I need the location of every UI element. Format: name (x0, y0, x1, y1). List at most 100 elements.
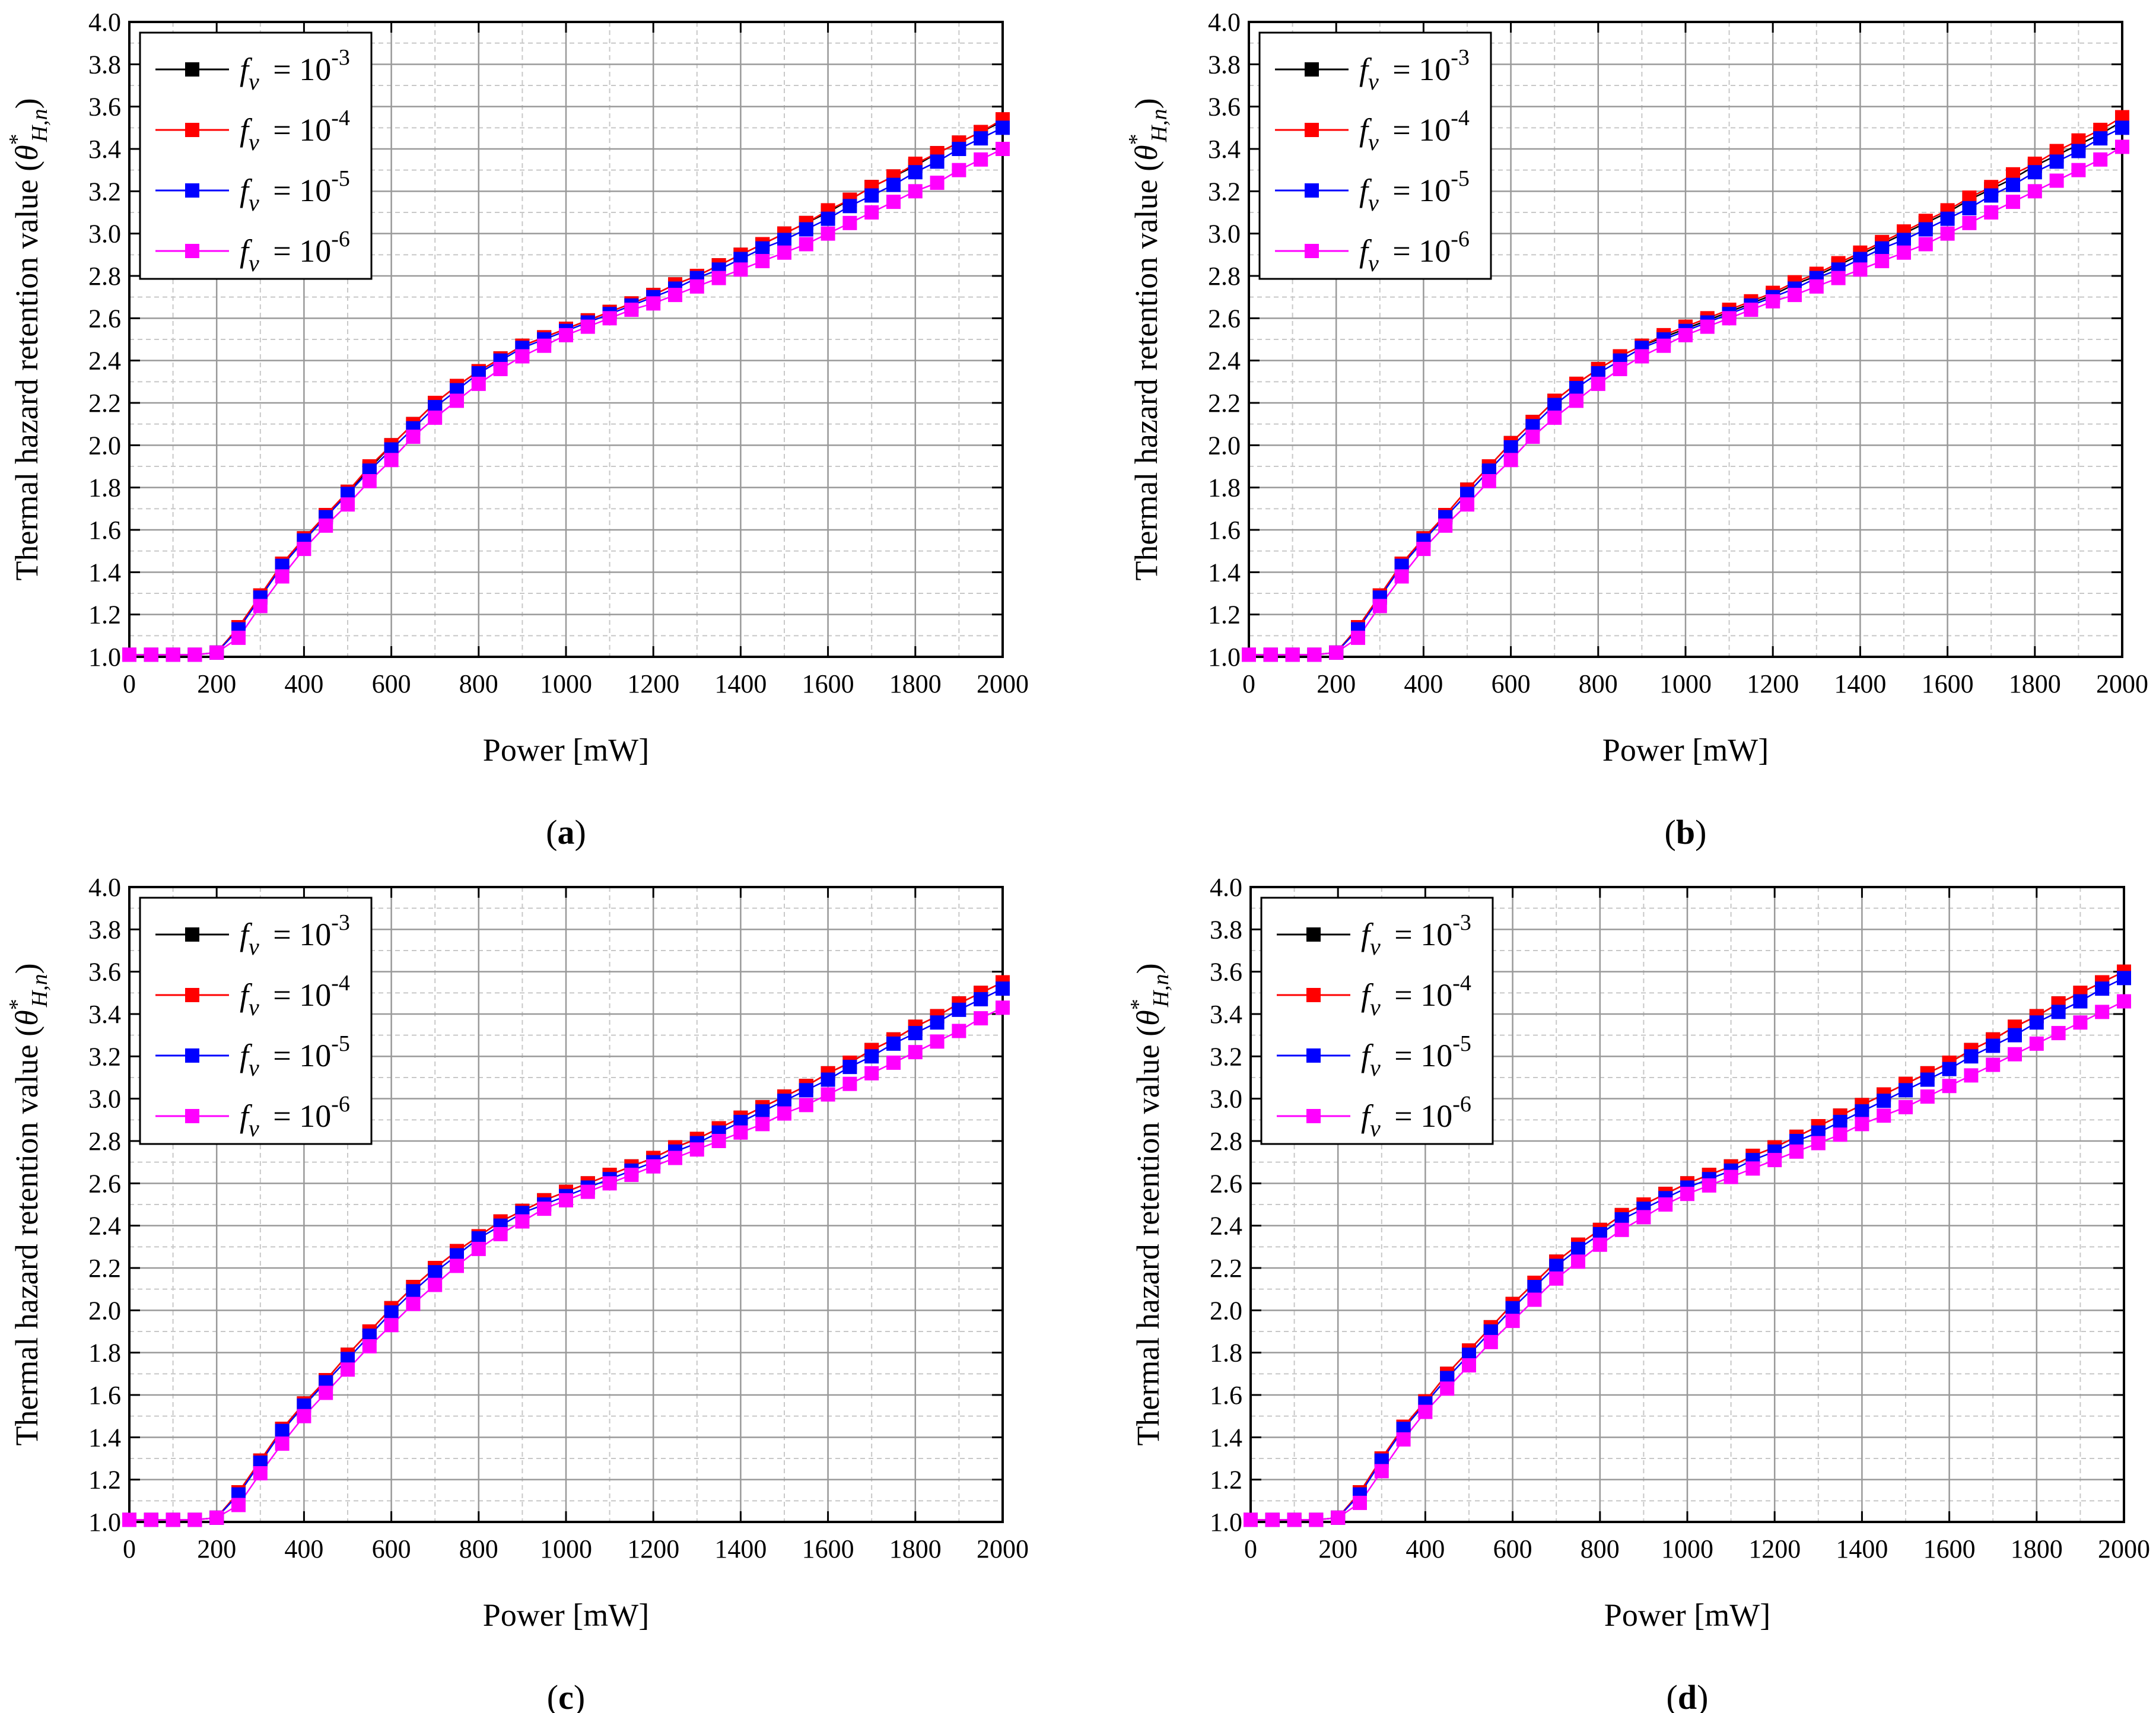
y-tick-label: 2.2 (88, 1254, 121, 1283)
legend-marker (1306, 1109, 1321, 1123)
data-point (668, 288, 682, 303)
data-point (493, 361, 508, 376)
data-point (209, 1510, 224, 1525)
x-tick-label: 200 (1318, 1534, 1357, 1563)
data-point (711, 271, 726, 285)
data-point (821, 226, 835, 241)
data-point (1527, 1280, 1542, 1295)
data-point (1353, 1495, 1367, 1510)
data-point (1942, 1079, 1957, 1094)
data-point (930, 176, 945, 190)
data-point (930, 1034, 945, 1049)
data-point (1483, 1334, 1498, 1349)
data-point (1940, 211, 1955, 226)
data-point (297, 1409, 311, 1423)
data-point (1767, 1153, 1782, 1168)
x-axis-label: Power [mW] (1604, 1597, 1770, 1633)
data-point (406, 1284, 421, 1299)
data-point (1591, 376, 1605, 391)
y-tick-label: 3.2 (88, 1042, 121, 1071)
data-point (2006, 177, 2020, 192)
panel-label: (d) (1667, 1678, 1709, 1713)
data-point (1374, 1464, 1389, 1479)
legend: fv = 10-3fv = 10-4fv = 10-5fv = 10-6 (139, 31, 373, 280)
legend-marker (1306, 927, 1321, 942)
y-tick-label: 2.6 (1210, 1169, 1242, 1198)
x-tick-label: 2000 (977, 1534, 1029, 1563)
data-point (974, 992, 988, 1007)
data-point (624, 1168, 639, 1183)
data-point (1571, 1241, 1585, 1256)
data-point (144, 647, 158, 662)
data-point (1833, 1114, 1847, 1129)
chart-panel-b: 0 200 400 600 800 1000 1200 1400 1600 1800 2000 1.0… (1124, 8, 2148, 851)
data-point (1418, 1404, 1433, 1419)
data-point (559, 328, 573, 342)
data-point (1700, 319, 1715, 334)
y-tick-label: 1.8 (1210, 1339, 1242, 1368)
data-point (886, 195, 901, 209)
legend-box (139, 897, 373, 1145)
data-point (231, 630, 246, 645)
y-tick-label: 3.8 (88, 915, 121, 944)
y-tick-label: 2.4 (88, 347, 121, 376)
y-tick-label: 4.0 (1210, 873, 1242, 902)
data-point (1788, 288, 1802, 303)
data-point (952, 1002, 966, 1017)
y-tick-label: 3.6 (88, 958, 121, 987)
y-tick-label: 3.2 (1208, 177, 1241, 206)
data-point (755, 1117, 770, 1132)
x-tick-label: 1000 (540, 1534, 592, 1563)
legend-marker (1306, 988, 1321, 1002)
x-tick-label: 2000 (977, 669, 1029, 698)
data-point (2093, 152, 2108, 167)
x-tick-label: 0 (1244, 1534, 1257, 1563)
y-tick-label: 2.4 (1208, 347, 1241, 376)
data-point (799, 1083, 813, 1098)
data-point (1942, 1062, 1957, 1076)
data-point (537, 1202, 552, 1216)
data-point (1438, 518, 1453, 533)
y-tick-label: 3.0 (88, 1085, 121, 1114)
data-point (1547, 410, 1562, 425)
panel-label: (a) (546, 813, 586, 851)
data-point (1481, 473, 1496, 488)
data-point (253, 1466, 268, 1480)
x-tick-label: 1600 (802, 1534, 854, 1563)
data-point (908, 184, 923, 199)
data-point (341, 1362, 355, 1377)
data-point (1263, 647, 1278, 662)
data-point (799, 222, 813, 237)
y-tick-label: 1.2 (1208, 600, 1241, 630)
legend-box (1258, 31, 1492, 280)
data-point (122, 647, 136, 662)
data-point (2049, 173, 2064, 188)
x-axis-label: Power [mW] (483, 732, 649, 768)
legend-marker (1305, 244, 1319, 258)
data-point (842, 1076, 857, 1091)
chart-panel-d: 0 200 400 600 800 1000 1200 1400 1600 1800 2000 1.0… (1126, 873, 2150, 1713)
data-point (1396, 1432, 1411, 1447)
legend-marker (185, 123, 199, 137)
data-point (755, 241, 770, 256)
x-tick-label: 1200 (1747, 669, 1799, 698)
legend-marker (185, 1109, 199, 1123)
y-tick-label: 3.0 (1208, 220, 1241, 249)
data-point (2027, 165, 2042, 180)
data-point (1505, 1314, 1520, 1329)
legend-label: fv = 10-4 (1359, 106, 1470, 155)
y-tick-label: 3.6 (88, 93, 121, 122)
chart-panel-c: 0 200 400 600 800 1000 1200 1400 1600 1800 2000 1.0… (5, 873, 1029, 1713)
x-tick-label: 800 (1581, 1534, 1620, 1563)
legend-label: fv = 10-6 (1361, 1092, 1471, 1142)
data-point (2071, 144, 2086, 158)
x-tick-label: 800 (459, 1534, 498, 1563)
data-point (864, 1049, 879, 1064)
data-point (537, 338, 552, 353)
grid (128, 886, 1004, 1523)
legend: fv = 10-3fv = 10-4fv = 10-5fv = 10-6 (1260, 897, 1494, 1145)
data-point (515, 1214, 530, 1229)
data-point (1285, 647, 1300, 662)
data-point (777, 245, 791, 260)
data-point (777, 233, 791, 247)
